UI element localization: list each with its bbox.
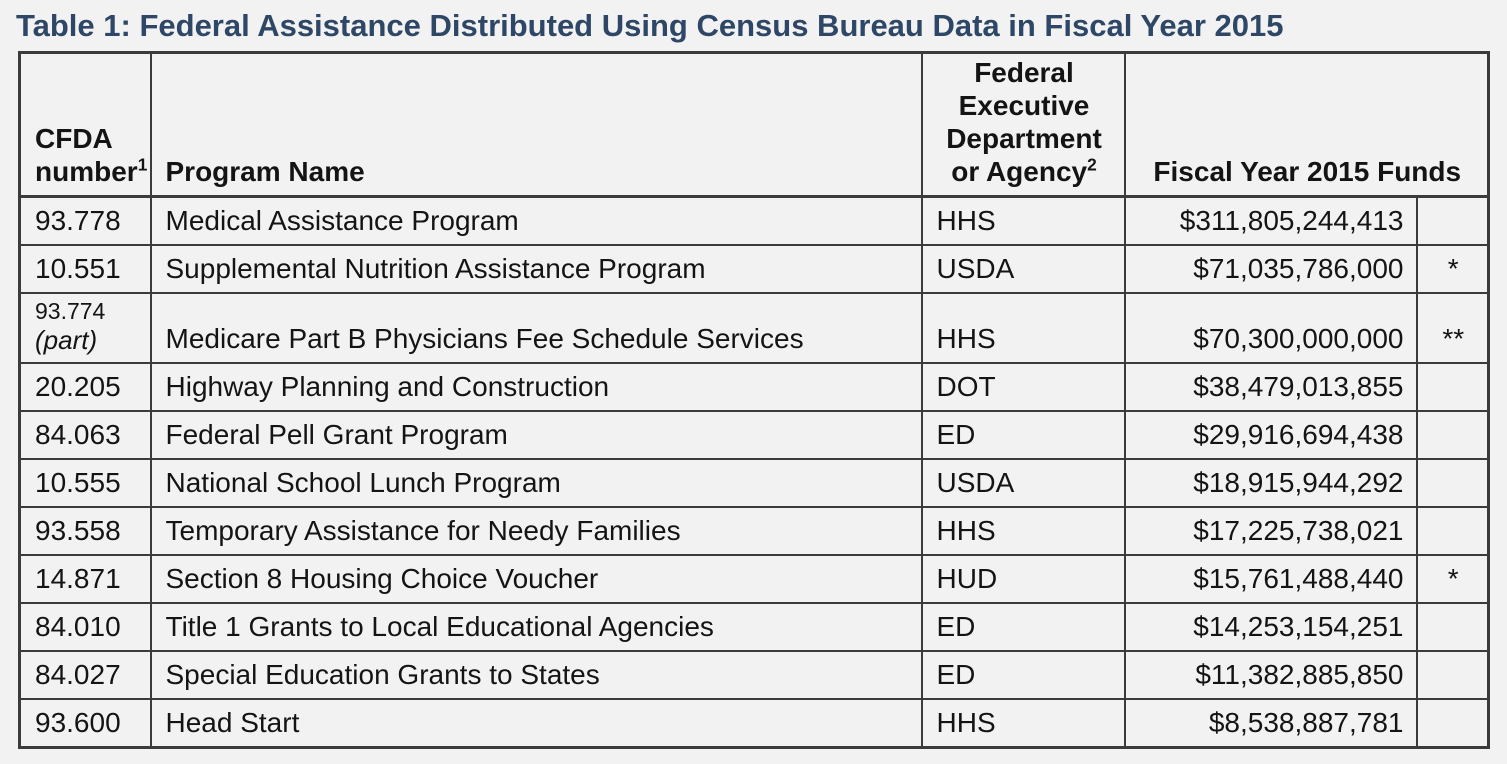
cell-asterisk-note	[1415, 650, 1490, 701]
federal-assistance-table: CFDA number1 Program Name Federal Execut…	[18, 51, 1491, 749]
cell-agency: HHS	[920, 506, 1126, 557]
cell-funds-amount: $29,916,694,438	[1123, 410, 1418, 461]
cell-asterisk-note: *	[1415, 554, 1490, 605]
table-header-row: CFDA number1 Program Name Federal Execut…	[18, 51, 1490, 199]
cell-cfda-number: 14.871	[18, 554, 152, 605]
cell-funds-amount: $18,915,944,292	[1123, 458, 1418, 509]
cell-asterisk-note	[1415, 602, 1490, 653]
cfda-number-value: 93.558	[35, 515, 121, 547]
cell-asterisk-note	[1415, 458, 1490, 509]
table-row: 93.778 Medical Assistance Program HHS $3…	[18, 195, 1490, 246]
cell-funds-amount: $70,300,000,000	[1123, 291, 1418, 365]
cell-cfda-number: 93.774 (part)	[18, 291, 152, 365]
cell-cfda-number: 84.010	[18, 602, 152, 653]
cell-cfda-number: 10.555	[18, 458, 152, 509]
cell-cfda-number: 93.778	[18, 195, 152, 246]
cell-program-name: Medicare Part B Physicians Fee Schedule …	[149, 291, 923, 365]
cell-program-name: Highway Planning and Construction	[149, 362, 923, 413]
cell-program-name: Medical Assistance Program	[149, 195, 923, 246]
cfda-number-value: 14.871	[35, 563, 121, 595]
table-row: 10.555 National School Lunch Program USD…	[18, 458, 1490, 509]
cell-asterisk-note	[1415, 698, 1490, 749]
column-header-program-name: Program Name	[149, 51, 923, 199]
cell-program-name: Supplemental Nutrition Assistance Progra…	[149, 243, 923, 294]
cell-agency: USDA	[920, 243, 1126, 294]
table-row: 84.010 Title 1 Grants to Local Education…	[18, 602, 1490, 653]
cell-program-name: Special Education Grants to States	[149, 650, 923, 701]
cell-agency: ED	[920, 410, 1126, 461]
column-header-fy2015-funds: Fiscal Year 2015 Funds	[1123, 51, 1490, 199]
column-header-cfda-number: CFDA number1	[18, 51, 152, 199]
cell-program-name: Section 8 Housing Choice Voucher	[149, 554, 923, 605]
cell-funds-amount: $71,035,786,000	[1123, 243, 1418, 294]
cell-cfda-number: 84.063	[18, 410, 152, 461]
cell-agency: USDA	[920, 458, 1126, 509]
table-row: 93.600 Head Start HHS $8,538,887,781	[18, 698, 1490, 749]
cell-funds-amount: $38,479,013,855	[1123, 362, 1418, 413]
table-row: 14.871 Section 8 Housing Choice Voucher …	[18, 554, 1490, 605]
cell-funds-amount: $14,253,154,251	[1123, 602, 1418, 653]
cell-cfda-number: 20.205	[18, 362, 152, 413]
cell-agency: HUD	[920, 554, 1126, 605]
table-row: 10.551 Supplemental Nutrition Assistance…	[18, 243, 1490, 294]
cell-program-name: Title 1 Grants to Local Educational Agen…	[149, 602, 923, 653]
table-row: 84.027 Special Education Grants to State…	[18, 650, 1490, 701]
cell-cfda-number: 10.551	[18, 243, 152, 294]
cell-program-name: National School Lunch Program	[149, 458, 923, 509]
cell-cfda-number: 93.600	[18, 698, 152, 749]
cell-asterisk-note	[1415, 506, 1490, 557]
table-body: 93.778 Medical Assistance Program HHS $3…	[18, 195, 1490, 749]
cell-asterisk-note: **	[1415, 291, 1490, 365]
cell-agency: ED	[920, 650, 1126, 701]
cell-program-name: Federal Pell Grant Program	[149, 410, 923, 461]
cell-funds-amount: $11,382,885,850	[1123, 650, 1418, 701]
footnote-marker-1: 1	[137, 154, 148, 175]
cell-agency: HHS	[920, 698, 1126, 749]
cfda-part-note: (part)	[35, 324, 98, 355]
cell-program-name: Head Start	[149, 698, 923, 749]
cell-asterisk-note: *	[1415, 243, 1490, 294]
cfda-number-value: 10.551	[35, 252, 121, 284]
column-header-funds-label: Fiscal Year 2015 Funds	[1153, 156, 1462, 188]
cell-cfda-number: 84.027	[18, 650, 152, 701]
cfda-number-value: 93.600	[35, 706, 121, 738]
table-row: 84.063 Federal Pell Grant Program ED $29…	[18, 410, 1490, 461]
cell-agency: HHS	[920, 195, 1126, 246]
cfda-number-value: 93.774	[35, 297, 106, 324]
cfda-number-value: 84.010	[35, 611, 121, 643]
cfda-number-value: 84.027	[35, 659, 121, 691]
column-header-program-label: Program Name	[165, 156, 365, 188]
cell-agency: HHS	[920, 291, 1126, 365]
cell-asterisk-note	[1415, 410, 1490, 461]
table-row: 20.205 Highway Planning and Construction…	[18, 362, 1490, 413]
cell-funds-amount: $311,805,244,413	[1123, 195, 1418, 246]
column-header-agency: Federal Executive Department or Agency2	[920, 51, 1126, 199]
cfda-number-value: 10.555	[35, 467, 121, 499]
page-title: Table 1: Federal Assistance Distributed …	[16, 8, 1284, 43]
table-row: 93.558 Temporary Assistance for Needy Fa…	[18, 506, 1490, 557]
cfda-number-value: 93.778	[35, 204, 121, 236]
cell-agency: ED	[920, 602, 1126, 653]
cell-cfda-number: 93.558	[18, 506, 152, 557]
cfda-number-value: 20.205	[35, 371, 121, 403]
cfda-number-value: 84.063	[35, 419, 121, 451]
cell-funds-amount: $17,225,738,021	[1123, 506, 1418, 557]
cell-funds-amount: $15,761,488,440	[1123, 554, 1418, 605]
cell-agency: DOT	[920, 362, 1126, 413]
table-row: 93.774 (part) Medicare Part B Physicians…	[18, 291, 1490, 365]
column-header-cfda-label: CFDA number	[35, 123, 138, 188]
column-header-agency-label: Federal Executive Department or Agency	[946, 57, 1102, 188]
footnote-marker-2: 2	[1087, 154, 1097, 175]
cell-asterisk-note	[1415, 362, 1490, 413]
cell-program-name: Temporary Assistance for Needy Families	[149, 506, 923, 557]
cell-funds-amount: $8,538,887,781	[1123, 698, 1418, 749]
cell-asterisk-note	[1415, 195, 1490, 246]
